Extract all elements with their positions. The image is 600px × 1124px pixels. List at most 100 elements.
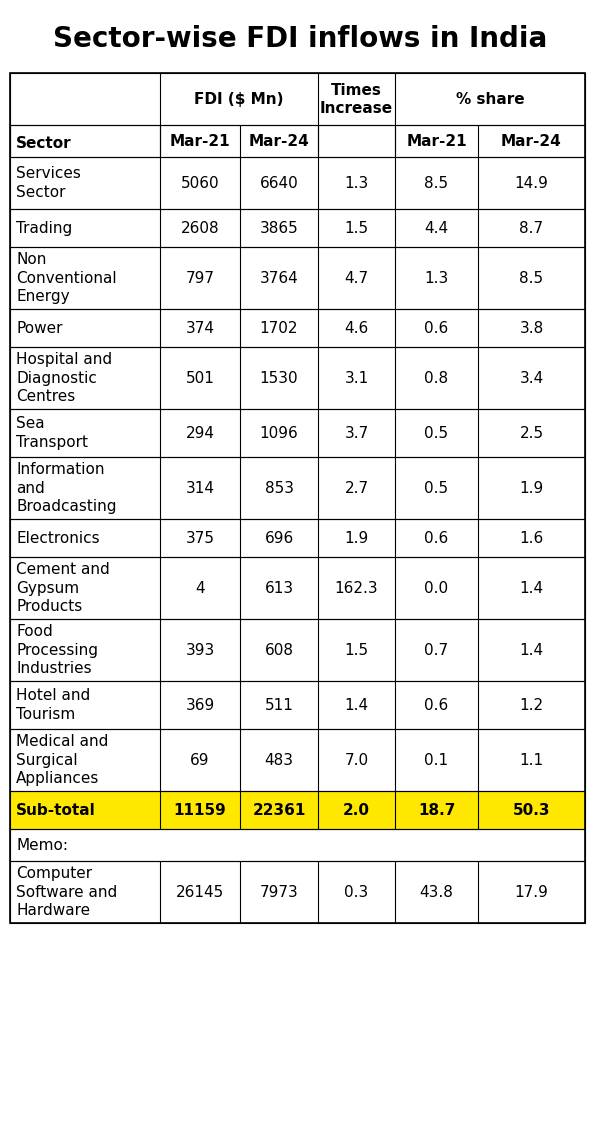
Text: 1530: 1530 <box>260 371 298 386</box>
Bar <box>10 73 585 923</box>
Text: 162.3: 162.3 <box>335 581 379 596</box>
Text: Memo:: Memo: <box>16 837 68 853</box>
Text: 17.9: 17.9 <box>515 885 548 899</box>
Text: 50.3: 50.3 <box>513 803 550 817</box>
Text: % share: % share <box>455 91 524 107</box>
Text: 2.5: 2.5 <box>520 426 544 441</box>
Text: 14.9: 14.9 <box>515 175 548 191</box>
Text: 1096: 1096 <box>260 426 298 441</box>
Bar <box>10 125 585 157</box>
Text: 3764: 3764 <box>260 271 298 285</box>
Text: 314: 314 <box>185 481 215 496</box>
Text: 1.4: 1.4 <box>344 698 368 713</box>
Text: Non
Conventional
Energy: Non Conventional Energy <box>16 252 116 305</box>
Text: 1.1: 1.1 <box>520 753 544 768</box>
Text: 1.3: 1.3 <box>344 175 368 191</box>
Bar <box>10 73 585 125</box>
Text: 374: 374 <box>185 320 215 336</box>
Text: 1702: 1702 <box>260 320 298 336</box>
Text: 0.6: 0.6 <box>424 698 449 713</box>
Text: 6640: 6640 <box>260 175 298 191</box>
Text: Mar-24: Mar-24 <box>501 134 562 148</box>
Text: 2.7: 2.7 <box>344 481 368 496</box>
Text: Electronics: Electronics <box>16 531 100 545</box>
Text: 2.0: 2.0 <box>343 803 370 817</box>
Text: Sub-total: Sub-total <box>16 803 96 817</box>
Text: 3.7: 3.7 <box>344 426 368 441</box>
Text: 613: 613 <box>265 581 293 596</box>
Text: 0.0: 0.0 <box>424 581 449 596</box>
Text: Sector-wise FDI inflows in India: Sector-wise FDI inflows in India <box>53 26 547 53</box>
Text: 69: 69 <box>190 753 210 768</box>
Text: Sea
Transport: Sea Transport <box>16 416 88 450</box>
Text: 11159: 11159 <box>173 803 226 817</box>
Text: 4.7: 4.7 <box>344 271 368 285</box>
Text: 511: 511 <box>265 698 293 713</box>
Bar <box>11 93 159 125</box>
Text: 0.7: 0.7 <box>424 643 449 658</box>
Text: Times
Increase: Times Increase <box>320 82 393 116</box>
Text: Hotel and
Tourism: Hotel and Tourism <box>16 688 90 722</box>
Text: 1.4: 1.4 <box>520 643 544 658</box>
Text: 1.9: 1.9 <box>520 481 544 496</box>
Text: Computer
Software and
Hardware: Computer Software and Hardware <box>16 865 117 918</box>
Text: 1.4: 1.4 <box>520 581 544 596</box>
Text: 0.3: 0.3 <box>344 885 368 899</box>
Text: 1.5: 1.5 <box>344 220 368 236</box>
Text: 797: 797 <box>185 271 215 285</box>
Text: Trading: Trading <box>16 220 72 236</box>
Text: 0.5: 0.5 <box>424 426 449 441</box>
Text: 18.7: 18.7 <box>418 803 455 817</box>
Text: 0.1: 0.1 <box>424 753 449 768</box>
Text: 1.5: 1.5 <box>344 643 368 658</box>
Text: Sector: Sector <box>16 136 71 151</box>
Text: 3.8: 3.8 <box>520 320 544 336</box>
Text: 3.4: 3.4 <box>520 371 544 386</box>
Text: 7973: 7973 <box>260 885 298 899</box>
Text: 5060: 5060 <box>181 175 220 191</box>
Text: 3.1: 3.1 <box>344 371 368 386</box>
Text: 294: 294 <box>185 426 215 441</box>
Bar <box>10 830 585 861</box>
Text: Information
and
Broadcasting: Information and Broadcasting <box>16 462 116 514</box>
Text: 0.8: 0.8 <box>424 371 449 386</box>
Text: 501: 501 <box>185 371 214 386</box>
Text: Food
Processing
Industries: Food Processing Industries <box>16 624 98 677</box>
Text: 7.0: 7.0 <box>344 753 368 768</box>
Bar <box>319 93 394 125</box>
Text: Power: Power <box>16 320 62 336</box>
Text: 4: 4 <box>195 581 205 596</box>
Text: 1.9: 1.9 <box>344 531 368 545</box>
Text: Medical and
Surgical
Appliances: Medical and Surgical Appliances <box>16 734 109 786</box>
Bar <box>10 791 585 830</box>
Text: Cement and
Gypsum
Products: Cement and Gypsum Products <box>16 562 110 614</box>
Text: 2608: 2608 <box>181 220 220 236</box>
Text: Mar-21: Mar-21 <box>170 134 230 148</box>
Text: 1.6: 1.6 <box>520 531 544 545</box>
Text: Mar-21: Mar-21 <box>406 134 467 148</box>
Text: 22361: 22361 <box>253 803 305 817</box>
Text: 3865: 3865 <box>260 220 298 236</box>
Text: 0.5: 0.5 <box>424 481 449 496</box>
Text: 8.5: 8.5 <box>520 271 544 285</box>
Text: 483: 483 <box>265 753 293 768</box>
Text: Hospital and
Diagnostic
Centres: Hospital and Diagnostic Centres <box>16 352 112 405</box>
Text: 8.7: 8.7 <box>520 220 544 236</box>
Text: FDI ($ Mn): FDI ($ Mn) <box>194 91 284 107</box>
Text: 4.4: 4.4 <box>424 220 449 236</box>
Text: 4.6: 4.6 <box>344 320 368 336</box>
Text: 8.5: 8.5 <box>424 175 449 191</box>
Text: 393: 393 <box>185 643 215 658</box>
Text: Mar-24: Mar-24 <box>248 134 310 148</box>
Text: 696: 696 <box>265 531 293 545</box>
Text: 375: 375 <box>185 531 215 545</box>
Text: 26145: 26145 <box>176 885 224 899</box>
Text: 0.6: 0.6 <box>424 531 449 545</box>
Text: 1.3: 1.3 <box>424 271 449 285</box>
Text: 43.8: 43.8 <box>419 885 454 899</box>
Text: 853: 853 <box>265 481 293 496</box>
Text: 1.2: 1.2 <box>520 698 544 713</box>
Text: Services
Sector: Services Sector <box>16 166 81 200</box>
Text: 369: 369 <box>185 698 215 713</box>
Text: 608: 608 <box>265 643 293 658</box>
